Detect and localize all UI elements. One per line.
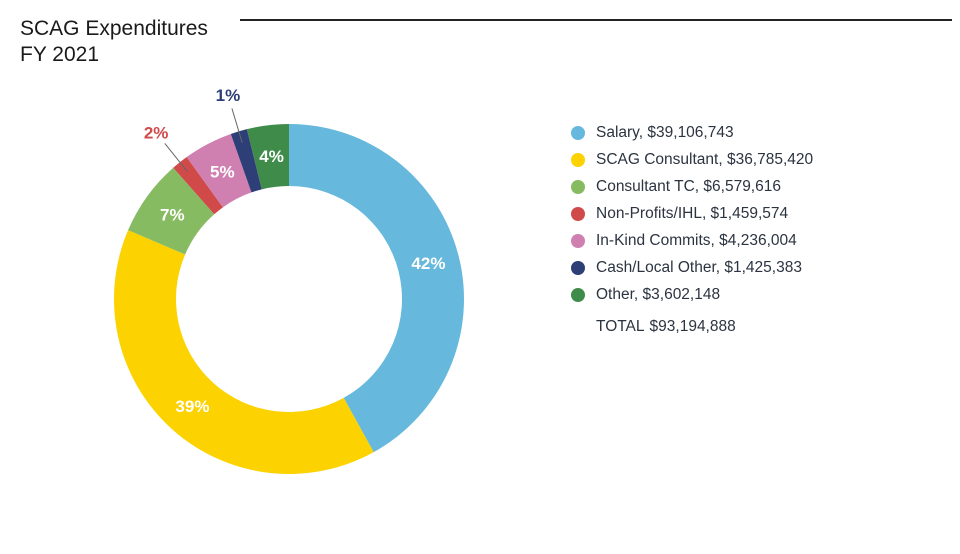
percent-label: 5% <box>210 162 235 181</box>
legend-item: Non-Profits/IHL, $1,459,574 <box>571 200 813 227</box>
legend-label: Other, $3,602,148 <box>596 285 721 303</box>
total-value: $93,194,888 <box>649 318 736 335</box>
donut-slice-non-profits-ihl <box>173 157 223 215</box>
donut-slice-other <box>246 124 289 190</box>
donut-slice-consultant-tc <box>128 167 215 255</box>
title-line-1: SCAG Expenditures <box>20 17 208 40</box>
legend-label: Consultant TC, $6,579,616 <box>596 177 781 195</box>
legend-swatch <box>571 152 585 167</box>
legend-item: In-Kind Commits, $4,236,004 <box>571 227 813 254</box>
legend-item: Other, $3,602,148 <box>571 281 813 308</box>
leader-line <box>164 143 188 172</box>
legend-swatch <box>571 233 585 248</box>
legend-label: SCAG Consultant, $36,785,420 <box>596 150 814 168</box>
leader-line <box>231 108 243 143</box>
donut-slice-cash-local-other <box>230 129 262 193</box>
legend-swatch <box>571 206 585 221</box>
percent-label: 7% <box>160 206 185 225</box>
total-row: TOTAL $93,194,888 <box>596 318 813 336</box>
header-rule <box>240 19 952 21</box>
legend-item: Salary, $39,106,743 <box>571 119 813 146</box>
percent-label: 42% <box>411 254 445 273</box>
percent-label: 4% <box>259 147 284 166</box>
legend: Salary, $39,106,743 SCAG Consultant, $36,… <box>571 119 813 336</box>
total-label: TOTAL <box>596 318 645 335</box>
percent-label: 39% <box>175 397 209 416</box>
legend-label: Cash/Local Other, $1,425,383 <box>596 258 802 276</box>
donut-slice-scag-consultant <box>114 230 374 474</box>
donut-slice-salary <box>289 124 464 453</box>
legend-label: Salary, $39,106,743 <box>596 123 734 141</box>
chart-title: SCAG Expenditures FY 2021 <box>20 16 208 68</box>
percent-label: 2% <box>144 124 169 143</box>
legend-swatch <box>571 179 585 194</box>
legend-item: Cash/Local Other, $1,425,383 <box>571 254 813 281</box>
percent-label: 1% <box>216 86 241 105</box>
legend-label: In-Kind Commits, $4,236,004 <box>596 231 797 249</box>
donut-slice-in-kind-commits <box>186 133 252 208</box>
legend-swatch <box>571 125 585 140</box>
legend-label: Non-Profits/IHL, $1,459,574 <box>596 204 789 222</box>
legend-item: Consultant TC, $6,579,616 <box>571 173 813 200</box>
legend-swatch <box>571 287 585 302</box>
legend-swatch <box>571 260 585 275</box>
title-line-2: FY 2021 <box>20 43 100 66</box>
legend-item: SCAG Consultant, $36,785,420 <box>571 146 813 173</box>
